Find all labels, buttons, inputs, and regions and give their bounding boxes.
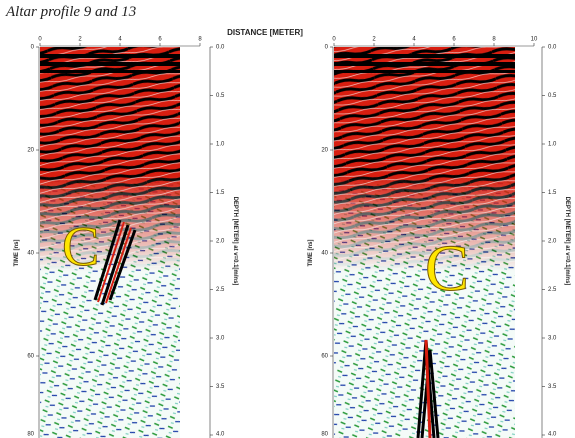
y2-tick-label: 1.0 <box>548 142 557 148</box>
x-tick-label: 6 <box>452 37 456 43</box>
radargram-right <box>334 47 515 438</box>
y-tick-label: 40 <box>27 251 34 257</box>
y2-tick-label: 2.0 <box>216 239 225 245</box>
x-tick-label: 8 <box>198 37 202 43</box>
y2-tick-label: 1.5 <box>548 190 557 196</box>
y-tick-label: 60 <box>321 354 328 360</box>
x-axis-label: DISTANCE [METER] <box>227 28 303 37</box>
y-tick-label: 0 <box>31 45 35 51</box>
y-tick-label: 40 <box>321 251 328 257</box>
y2-tick-label: 3.5 <box>548 384 557 390</box>
marker-letter: C <box>62 216 99 278</box>
x-tick-label: 0 <box>332 37 336 43</box>
y-axis-label: TIME [ns] <box>308 240 314 267</box>
y-tick-label: 80 <box>321 432 328 438</box>
y2-tick-label: 1.5 <box>216 190 225 196</box>
y2-tick-label: 2.5 <box>548 287 557 293</box>
x-tick-label: 8 <box>492 37 496 43</box>
y2-tick-label: 0.5 <box>548 93 557 99</box>
radargram-left <box>40 47 180 438</box>
y-tick-label: 20 <box>27 148 34 154</box>
x-tick-label: 4 <box>412 37 416 43</box>
y2-tick-label: 0.5 <box>216 93 225 99</box>
x-tick-label: 10 <box>531 37 538 43</box>
y-tick-label: 80 <box>27 432 34 438</box>
y-tick-label: 60 <box>27 354 34 360</box>
x-tick-label: 0 <box>38 37 42 43</box>
y2-tick-label: 0.0 <box>548 45 557 51</box>
y2-tick-label: 0.0 <box>216 45 225 51</box>
y2-tick-label: 3.0 <box>216 336 225 342</box>
y2-tick-label: 3.0 <box>548 336 557 342</box>
y2-tick-label: 2.0 <box>548 239 557 245</box>
y2-tick-label: 3.5 <box>216 384 225 390</box>
x-tick-label: 2 <box>78 37 82 43</box>
y-tick-label: 20 <box>321 148 328 154</box>
y2-axis-label: DEPTH [METER] at v=0.1[m/ns] <box>564 197 570 286</box>
y2-tick-label: 4.0 <box>548 432 557 438</box>
y2-tick-label: 2.5 <box>216 287 225 293</box>
y2-axis-label: DEPTH [METER] at v=0.1[m/ns] <box>232 197 238 286</box>
y2-tick-label: 4.0 <box>216 432 225 438</box>
figure-title: Altar profile 9 and 13 <box>5 4 136 20</box>
y-tick-label: 0 <box>325 45 329 51</box>
x-tick-label: 6 <box>158 37 162 43</box>
marker-letter: C <box>425 232 469 305</box>
x-tick-label: 2 <box>372 37 376 43</box>
y-axis-label: TIME [ns] <box>14 240 20 267</box>
y2-tick-label: 1.0 <box>216 142 225 148</box>
x-tick-label: 4 <box>118 37 122 43</box>
